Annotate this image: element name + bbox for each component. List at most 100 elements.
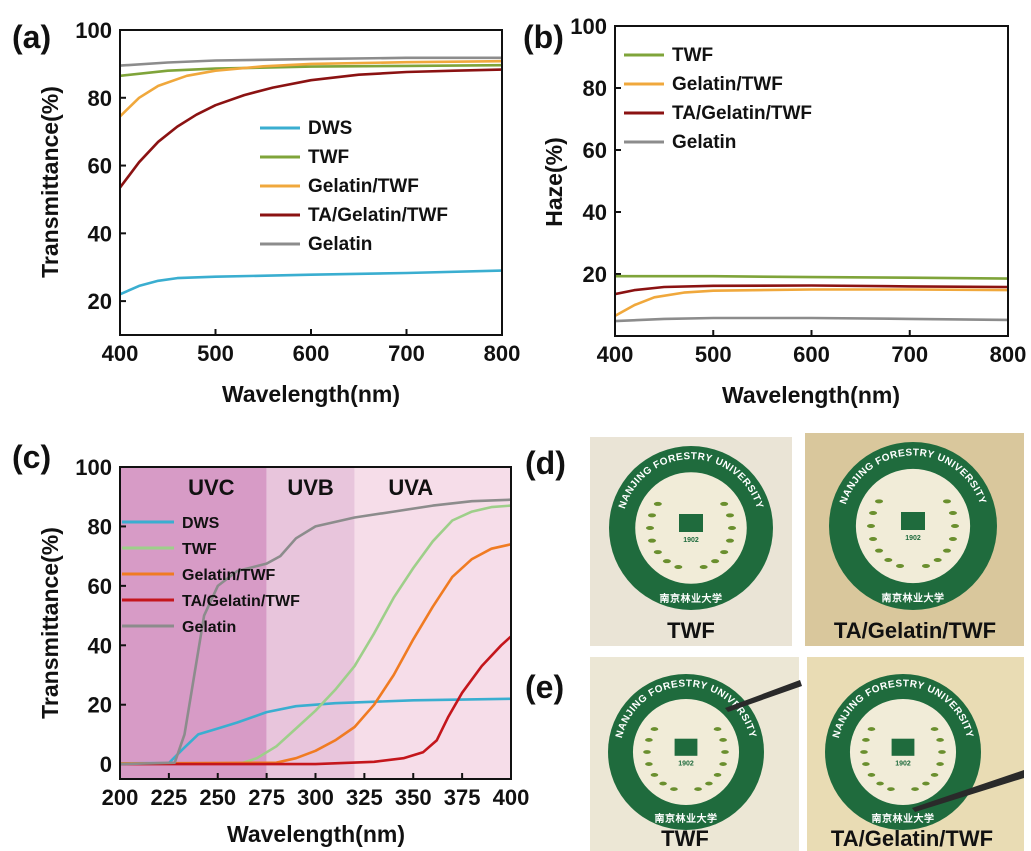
laurel-leaf bbox=[938, 750, 946, 754]
x-tick-label: 400 bbox=[102, 341, 139, 366]
legend-label: TA/Gelatin/TWF bbox=[182, 593, 300, 610]
laurel-leaf bbox=[650, 727, 659, 731]
x-tick-label: 500 bbox=[197, 341, 234, 366]
x-tick-label: 800 bbox=[484, 341, 521, 366]
emblem-year: 1902 bbox=[678, 760, 694, 767]
laurel-leaf bbox=[650, 773, 659, 777]
laurel-leaf bbox=[862, 738, 870, 742]
emblem-building bbox=[679, 514, 703, 532]
y-tick-label: 40 bbox=[583, 200, 607, 225]
laurel-leaf bbox=[653, 550, 662, 555]
legend-label: TWF bbox=[308, 147, 349, 168]
laurel-leaf bbox=[705, 781, 713, 786]
panel-a-series bbox=[120, 56, 502, 296]
panel-c-ticks: 200 225 250 275 300 325 350 375 400 0 20 40 60 80 100 bbox=[75, 455, 529, 810]
series-gelatin-twf bbox=[120, 59, 502, 118]
laurel-leaf bbox=[860, 750, 868, 754]
laurel-leaf bbox=[645, 762, 653, 766]
laurel-leaf bbox=[699, 564, 708, 569]
laurel-leaf bbox=[674, 564, 683, 569]
emblem-motto: 南京林业大学 bbox=[882, 592, 945, 605]
panel-b-xlabel: Wavelength(nm) bbox=[722, 382, 900, 408]
y-tick-label: 20 bbox=[88, 693, 112, 718]
y-tick-label: 100 bbox=[570, 14, 607, 39]
y-tick-label: 60 bbox=[88, 574, 112, 599]
laurel-leaf bbox=[887, 787, 895, 791]
emblem-motto: 南京林业大学 bbox=[660, 592, 723, 605]
laurel-leaf bbox=[720, 550, 729, 555]
series-gelatin bbox=[120, 56, 502, 67]
laurel-leaf bbox=[930, 773, 939, 777]
panel-a-ylabel: Transmittance(%) bbox=[37, 86, 63, 278]
panel-b-ylabel: Haze(%) bbox=[541, 137, 567, 226]
emblem-building bbox=[891, 738, 915, 756]
y-tick-label: 40 bbox=[88, 633, 112, 658]
emblem-year: 1902 bbox=[905, 535, 921, 542]
laurel-leaf bbox=[653, 501, 662, 506]
tweezers-e2 bbox=[912, 770, 1024, 812]
series-twf bbox=[615, 274, 1008, 280]
x-tick-label: 275 bbox=[248, 785, 285, 810]
laurel-leaf bbox=[936, 762, 944, 766]
series-ta-gelatin-twf bbox=[120, 68, 502, 189]
laurel-leaf bbox=[720, 501, 729, 506]
series-ta-gelatin-twf bbox=[615, 284, 1008, 296]
x-tick-label: 800 bbox=[990, 342, 1027, 367]
photo-d2-caption: TA/Gelatin/TWF bbox=[834, 618, 996, 643]
laurel-leaf bbox=[711, 559, 720, 564]
laurel-leaf bbox=[942, 499, 951, 504]
panel-e-tag: (e) bbox=[525, 669, 564, 705]
panel-b-frame bbox=[614, 25, 1009, 337]
panel-c-xlabel: Wavelength(nm) bbox=[227, 821, 405, 847]
series-gelatin-twf bbox=[615, 288, 1008, 318]
laurel-leaf bbox=[933, 557, 942, 562]
laurel-leaf bbox=[911, 787, 919, 791]
y-tick-label: 80 bbox=[88, 86, 112, 111]
laurel-leaf bbox=[713, 727, 722, 731]
laurel-leaf bbox=[951, 524, 959, 528]
legend-label: TA/Gelatin/TWF bbox=[672, 103, 812, 124]
series-gelatin-twf bbox=[120, 543, 511, 765]
y-tick-label: 100 bbox=[75, 455, 112, 480]
laurel-leaf bbox=[922, 781, 930, 786]
laurel-leaf bbox=[659, 781, 667, 786]
panel-b: (b) 400 500 600 700 800 20 40 60 80 100 Wavelengt… bbox=[523, 14, 1026, 408]
x-tick-label: 600 bbox=[293, 341, 330, 366]
panel-c-legend: DWS TWF Gelatin/TWF TA/Gelatin/TWF Gelatin bbox=[122, 515, 300, 636]
panel-b-tag: (b) bbox=[523, 19, 564, 55]
y-tick-label: 20 bbox=[583, 262, 607, 287]
panel-b-ticks: 400 500 600 700 800 20 40 60 80 100 bbox=[570, 14, 1026, 367]
legend-label: DWS bbox=[182, 515, 220, 532]
photo-e1-caption: TWF bbox=[661, 826, 709, 851]
series-gelatin bbox=[120, 498, 511, 766]
y-tick-label: 100 bbox=[75, 18, 112, 43]
y-tick-label: 80 bbox=[88, 514, 112, 539]
x-tick-label: 225 bbox=[151, 785, 188, 810]
panel-b-legend: TWF Gelatin/TWF TA/Gelatin/TWF Gelatin bbox=[624, 45, 812, 153]
laurel-leaf bbox=[694, 787, 702, 791]
laurel-leaf bbox=[942, 548, 951, 553]
laurel-leaf bbox=[948, 536, 957, 541]
x-tick-label: 400 bbox=[597, 342, 634, 367]
x-tick-label: 250 bbox=[199, 785, 236, 810]
laurel-leaf bbox=[867, 524, 875, 528]
x-tick-label: 400 bbox=[493, 785, 530, 810]
panel-d-tag: (d) bbox=[525, 445, 566, 481]
laurel-leaf bbox=[869, 511, 878, 516]
legend-label: TWF bbox=[182, 541, 217, 558]
laurel-leaf bbox=[725, 538, 734, 543]
panel-b-series bbox=[615, 274, 1008, 323]
x-tick-label: 325 bbox=[346, 785, 383, 810]
series-twf bbox=[120, 504, 511, 765]
legend-label: Gelatin bbox=[308, 234, 372, 255]
laurel-leaf bbox=[719, 738, 727, 742]
panel-a-ticks: 400 500 600 700 800 20 40 60 80 100 bbox=[75, 18, 520, 366]
band-label-uvc: UVC bbox=[188, 475, 235, 500]
laurel-leaf bbox=[645, 738, 653, 742]
legend-label: Gelatin bbox=[672, 132, 736, 153]
panel-c-series bbox=[120, 498, 511, 766]
laurel-leaf bbox=[948, 511, 957, 516]
y-tick-label: 60 bbox=[583, 138, 607, 163]
